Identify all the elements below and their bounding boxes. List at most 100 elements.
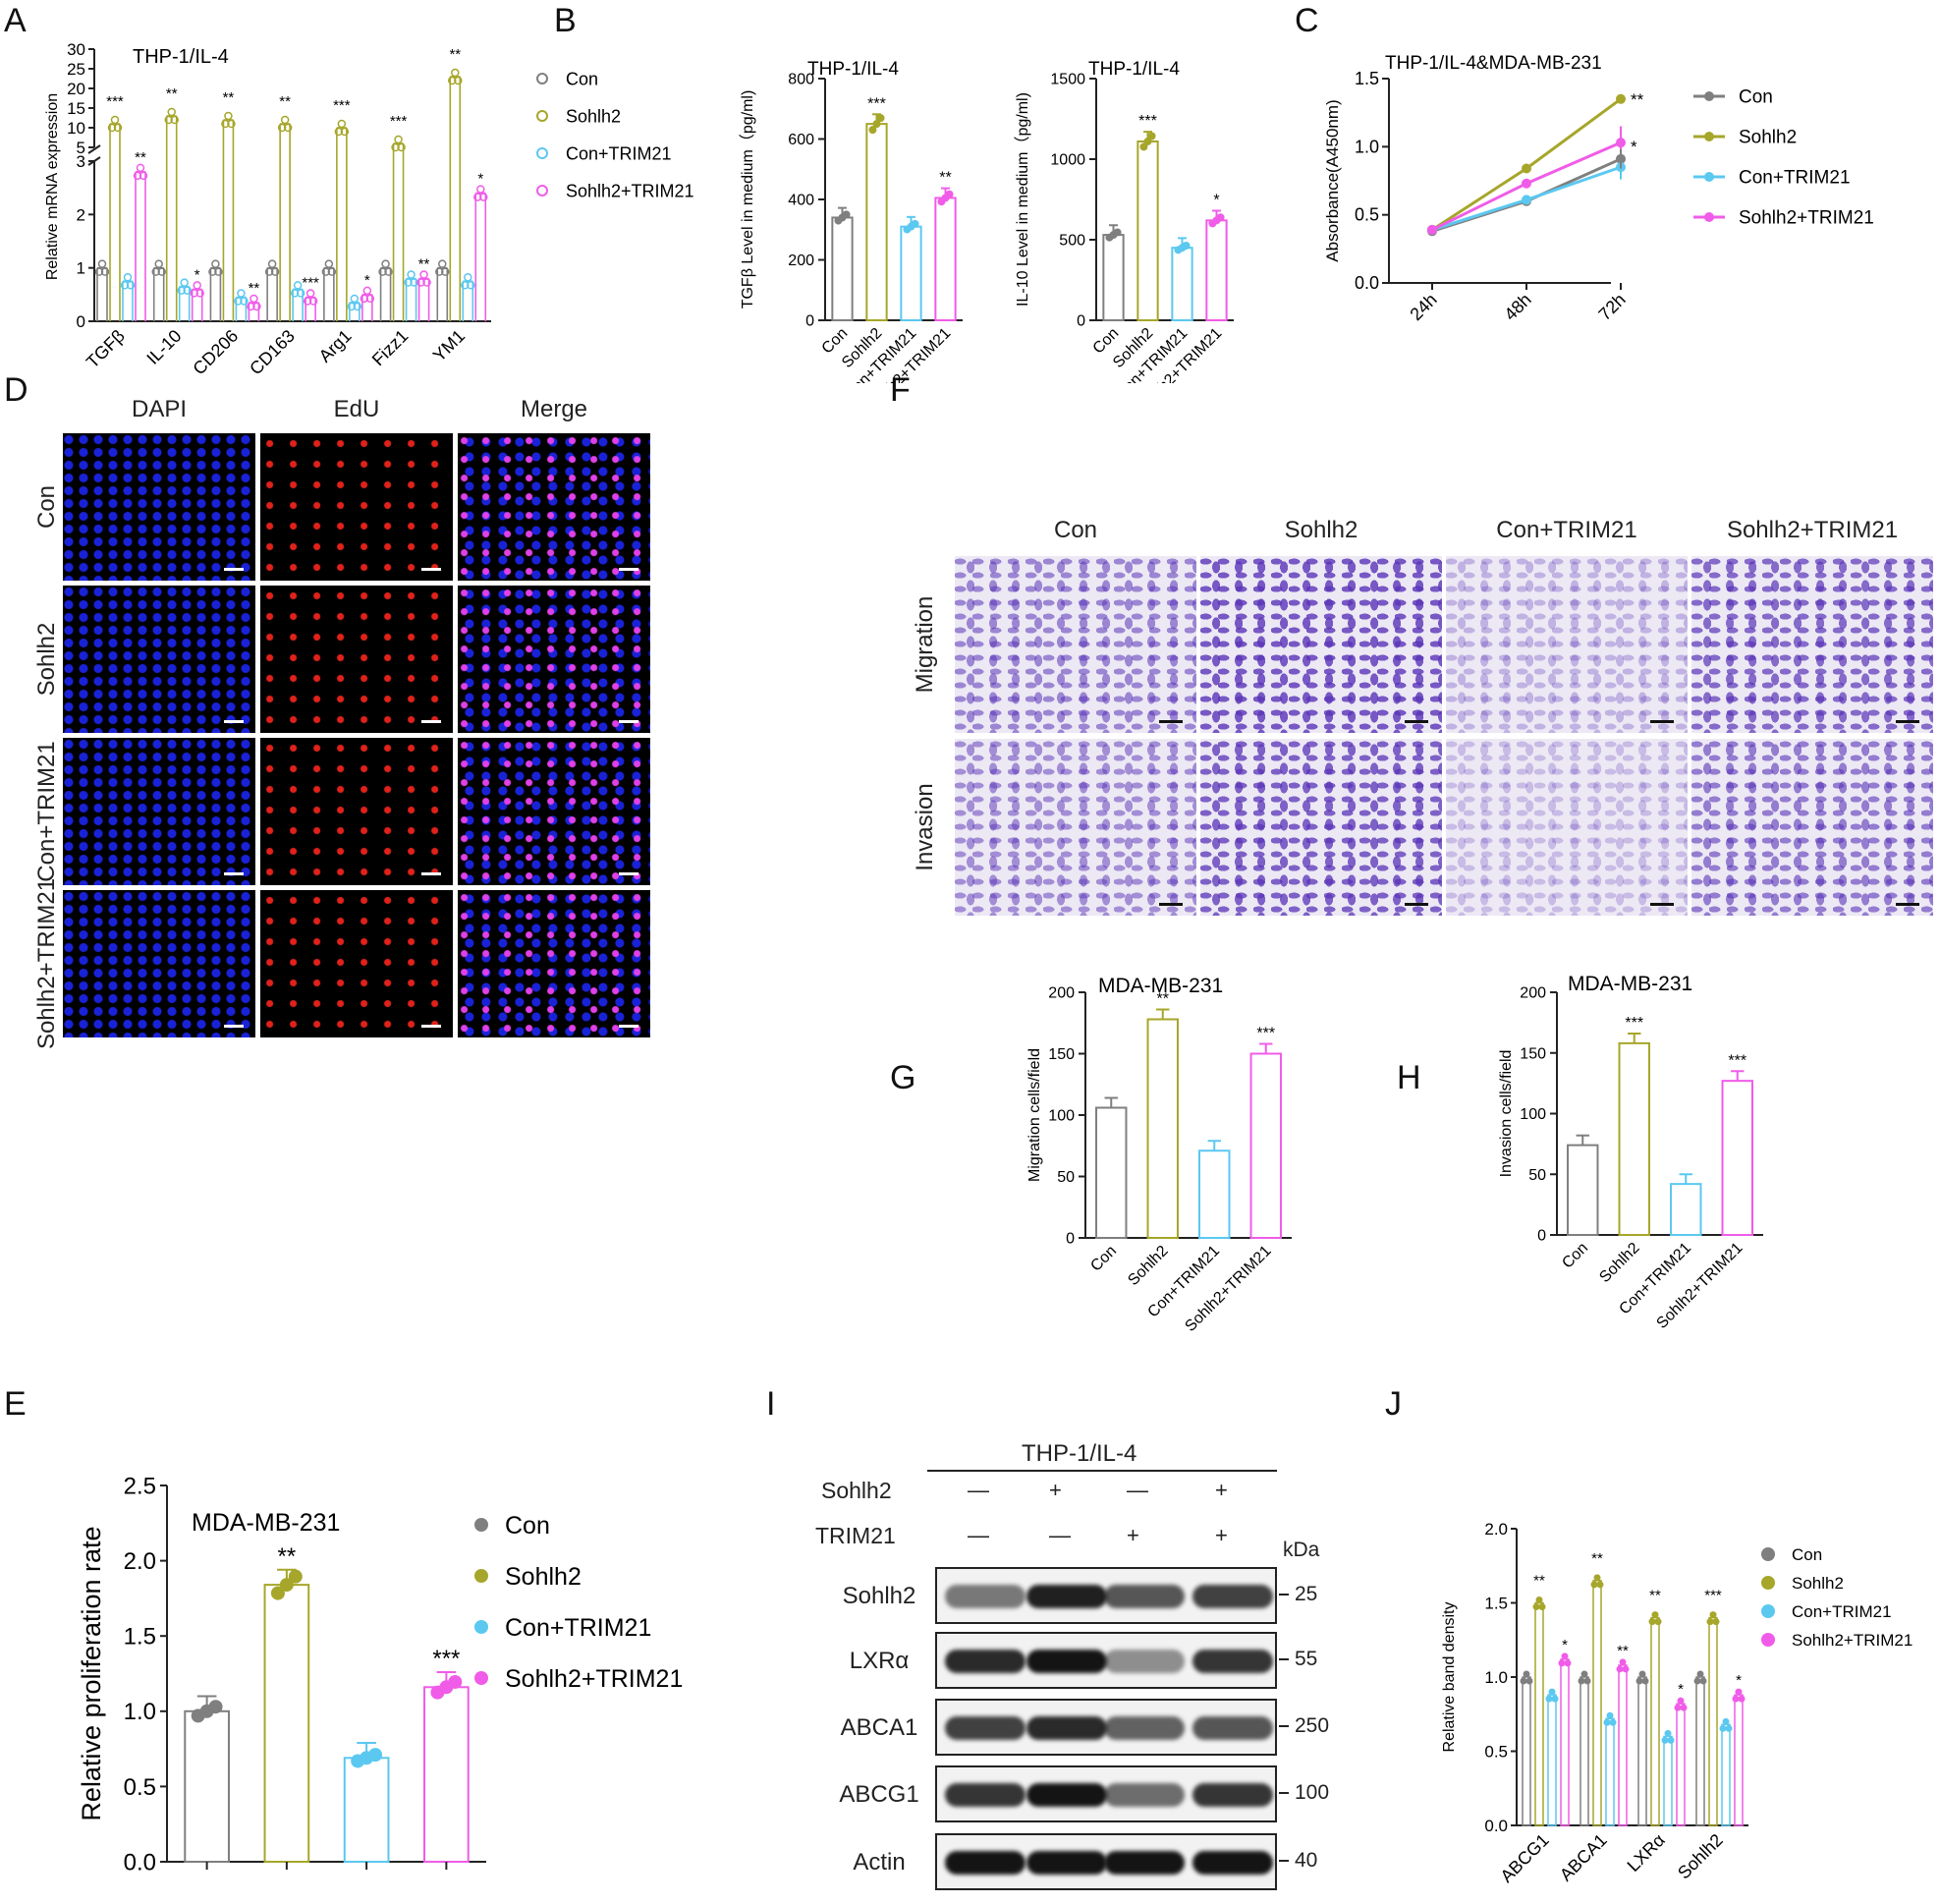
significance-label: *** xyxy=(867,95,886,112)
data-point xyxy=(288,1569,303,1584)
protein-band xyxy=(1192,1851,1273,1875)
legend-label: Con xyxy=(1739,87,1773,108)
chart-h-invasion: 050100150200Con***Sohlh2Con+TRIM21***Soh… xyxy=(1498,973,1763,1332)
legend-marker xyxy=(1761,1576,1775,1590)
data-point xyxy=(293,281,303,290)
chart-a-mrna-expression: 510152025300123*****TGFβ***IL-10****CD20… xyxy=(44,40,694,373)
data-point xyxy=(1664,1729,1672,1737)
data-point xyxy=(1719,1724,1727,1732)
data-point xyxy=(190,289,198,298)
scale-bar xyxy=(619,720,638,723)
protein-band xyxy=(1026,1650,1107,1673)
protein-band xyxy=(1192,1650,1273,1673)
data-point xyxy=(1641,1677,1649,1685)
scale-bar xyxy=(1405,903,1428,906)
data-point xyxy=(270,267,280,276)
legend-label: Sohlh2+TRIM21 xyxy=(1739,208,1874,229)
significance-label: *** xyxy=(333,97,351,114)
data-point xyxy=(381,259,390,268)
data-point xyxy=(120,281,130,290)
bar xyxy=(1676,1703,1686,1826)
legend-marker xyxy=(474,1620,488,1634)
bar xyxy=(423,1686,470,1863)
significance-label: ** xyxy=(1591,1550,1603,1567)
row2-sign: — xyxy=(968,1523,989,1547)
protein-band xyxy=(1104,1716,1185,1740)
data-point xyxy=(136,163,145,173)
x-tick-label: YM1 xyxy=(429,326,469,365)
data-point xyxy=(1735,1688,1743,1696)
data-point xyxy=(264,267,274,276)
bar xyxy=(1567,1144,1599,1236)
data-point xyxy=(842,210,851,219)
x-tick-label: TGFβ xyxy=(83,326,129,372)
data-point xyxy=(1722,1717,1730,1725)
data-point xyxy=(240,297,249,306)
bar xyxy=(343,1757,390,1863)
data-point xyxy=(180,278,189,287)
data-point xyxy=(1699,1677,1707,1685)
transwell-image-migration xyxy=(1446,556,1688,733)
data-point xyxy=(305,289,315,298)
y-tick-label: 20 xyxy=(67,80,85,98)
bar xyxy=(934,196,957,321)
data-point xyxy=(464,273,472,282)
data-point xyxy=(1532,1603,1540,1610)
scale-bar xyxy=(224,720,244,723)
data-point xyxy=(467,281,475,290)
data-point xyxy=(454,76,463,85)
data-point xyxy=(249,294,258,304)
significance-label: *** xyxy=(390,113,408,130)
chart-e-proliferation: 0.00.51.01.52.02.5*****MDA-MB-231Relativ… xyxy=(77,1473,683,1876)
data-point xyxy=(1648,1618,1656,1626)
bar xyxy=(1670,1183,1702,1237)
legend-label: Con xyxy=(505,1512,550,1540)
bar xyxy=(900,225,922,321)
data-point xyxy=(280,115,290,125)
row1-sign: + xyxy=(1049,1478,1062,1502)
micrograph-merge xyxy=(458,586,650,733)
data-point xyxy=(1523,1670,1530,1678)
y-axis-label: Relative band density xyxy=(1441,1602,1458,1753)
bar xyxy=(1734,1694,1744,1826)
legend-label: Sohlh2 xyxy=(1792,1574,1844,1593)
bar xyxy=(1249,1052,1282,1239)
scale-bar xyxy=(1159,720,1183,723)
y-tick-label: 200 xyxy=(788,252,814,269)
data-point xyxy=(1725,1724,1733,1732)
data-point xyxy=(227,119,236,129)
legend-label: Con xyxy=(1792,1545,1822,1564)
data-point xyxy=(195,289,204,298)
data-point xyxy=(211,259,220,268)
y-tick-label: 50 xyxy=(1057,1169,1075,1186)
row2-sign: — xyxy=(1049,1523,1071,1547)
legend-label: Con xyxy=(566,69,598,88)
chart-b-tgfb: 0200400600800Con***Sohlh2Con+TRIM21**Soh… xyxy=(739,59,963,383)
legend-label: Sohlh2 xyxy=(505,1563,582,1591)
data-point xyxy=(94,267,104,276)
y-tick-label: 2.0 xyxy=(124,1548,156,1575)
data-point xyxy=(362,286,372,296)
row-label: Migration xyxy=(912,595,938,694)
y-tick-label: 5 xyxy=(77,139,85,157)
y-tick-label: 200 xyxy=(1048,985,1075,1002)
data-point xyxy=(303,297,312,306)
legend-marker xyxy=(1761,1633,1775,1647)
micrograph-dapi xyxy=(63,433,255,581)
protein-band xyxy=(1192,1783,1273,1807)
data-point xyxy=(1564,1659,1572,1667)
row2-label: TRIM21 xyxy=(815,1523,896,1548)
data-point xyxy=(154,259,163,268)
legend-marker xyxy=(474,1569,488,1583)
data-point xyxy=(252,302,261,311)
data-point xyxy=(97,259,107,268)
data-point xyxy=(133,171,142,181)
protein-band xyxy=(1104,1783,1185,1807)
y-tick-label: 1.5 xyxy=(1355,69,1379,88)
y-tick-label: 500 xyxy=(1059,233,1085,250)
legend-marker xyxy=(474,1671,488,1685)
data-point xyxy=(157,267,166,276)
y-tick-label: 1 xyxy=(77,259,85,278)
data-point xyxy=(404,278,413,287)
y-tick-label: 1.0 xyxy=(1484,1668,1508,1687)
